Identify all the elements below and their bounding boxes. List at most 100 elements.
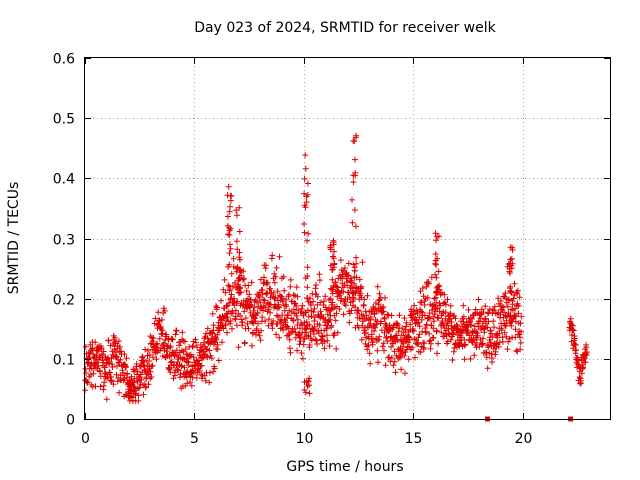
data-point xyxy=(270,318,277,324)
data-point xyxy=(461,342,468,349)
data-point xyxy=(321,338,328,345)
data-point xyxy=(87,371,94,378)
data-point xyxy=(496,330,503,337)
data-point xyxy=(502,290,509,297)
data-point xyxy=(240,268,247,275)
data-point xyxy=(135,397,142,404)
data-point xyxy=(399,325,406,332)
data-point xyxy=(281,287,288,294)
data-point xyxy=(481,316,488,323)
data-point xyxy=(260,307,266,314)
data-point xyxy=(193,374,200,381)
data-point xyxy=(435,315,442,322)
data-point xyxy=(412,354,418,361)
chart-title: Day 023 of 2024, SRMTID for receiver wel… xyxy=(194,20,496,36)
data-point xyxy=(394,337,401,344)
data-point xyxy=(245,282,252,289)
data-point xyxy=(351,280,358,287)
data-point xyxy=(97,383,104,390)
data-point xyxy=(287,283,294,290)
data-point xyxy=(238,272,245,279)
data-point xyxy=(578,380,585,386)
data-point xyxy=(206,347,213,354)
data-point xyxy=(167,369,174,376)
data-point xyxy=(409,344,416,351)
data-point xyxy=(257,299,264,306)
data-point xyxy=(275,313,282,320)
data-point xyxy=(355,308,362,314)
data-point xyxy=(484,365,491,372)
data-point xyxy=(300,341,307,348)
data-point xyxy=(512,305,518,312)
data-point xyxy=(153,356,160,363)
data-point xyxy=(376,290,383,297)
data-point xyxy=(333,283,340,290)
data-point xyxy=(489,334,496,340)
data-point xyxy=(105,337,112,344)
data-point xyxy=(384,311,391,318)
data-point xyxy=(517,339,524,346)
data-point xyxy=(227,203,234,210)
data-point xyxy=(361,296,368,303)
data-point xyxy=(306,342,313,348)
data-point xyxy=(517,320,524,327)
data-point xyxy=(237,256,243,263)
data-point xyxy=(331,264,337,271)
data-point xyxy=(301,175,308,182)
data-point xyxy=(396,312,403,319)
data-point xyxy=(388,355,395,361)
data-point xyxy=(226,286,233,293)
data-point xyxy=(416,331,423,338)
data-point xyxy=(424,294,431,301)
data-point xyxy=(124,371,131,377)
data-point xyxy=(113,353,120,360)
data-point xyxy=(487,339,494,346)
data-point xyxy=(391,358,398,365)
data-point xyxy=(237,289,244,296)
data-point xyxy=(89,345,96,352)
data-point xyxy=(201,372,208,379)
data-point xyxy=(149,362,156,369)
data-point xyxy=(224,192,231,199)
data-point xyxy=(435,268,442,275)
data-point xyxy=(127,390,134,397)
data-point xyxy=(183,374,190,381)
data-point xyxy=(181,364,188,371)
data-point xyxy=(302,152,309,159)
data-point xyxy=(95,363,102,369)
data-point xyxy=(460,313,467,320)
data-point xyxy=(460,302,467,309)
data-point xyxy=(353,274,360,281)
data-point xyxy=(236,284,243,291)
data-point xyxy=(411,302,418,309)
y-tick-label: 0.6 xyxy=(53,52,75,68)
data-point xyxy=(145,381,152,388)
data-point xyxy=(578,370,585,377)
data-point xyxy=(508,255,515,262)
data-point xyxy=(327,244,334,251)
data-point xyxy=(474,332,481,339)
data-point xyxy=(302,326,309,333)
data-point xyxy=(290,292,297,298)
data-point xyxy=(304,383,311,390)
data-point xyxy=(430,334,437,341)
data-point xyxy=(326,343,333,349)
data-point xyxy=(154,340,161,347)
data-point xyxy=(511,280,518,287)
data-point xyxy=(236,228,243,235)
data-point xyxy=(405,356,412,363)
data-point xyxy=(350,294,357,301)
data-point xyxy=(374,347,381,354)
data-point xyxy=(204,354,211,361)
data-point xyxy=(327,295,334,302)
data-point xyxy=(304,237,311,244)
data-point xyxy=(122,363,129,370)
data-point xyxy=(305,180,311,187)
data-point xyxy=(161,307,168,314)
x-tick-label: 15 xyxy=(405,431,423,447)
data-point xyxy=(501,309,507,316)
data-point xyxy=(431,295,438,302)
data-point xyxy=(232,313,239,320)
data-point xyxy=(378,318,385,325)
data-point xyxy=(236,269,243,276)
